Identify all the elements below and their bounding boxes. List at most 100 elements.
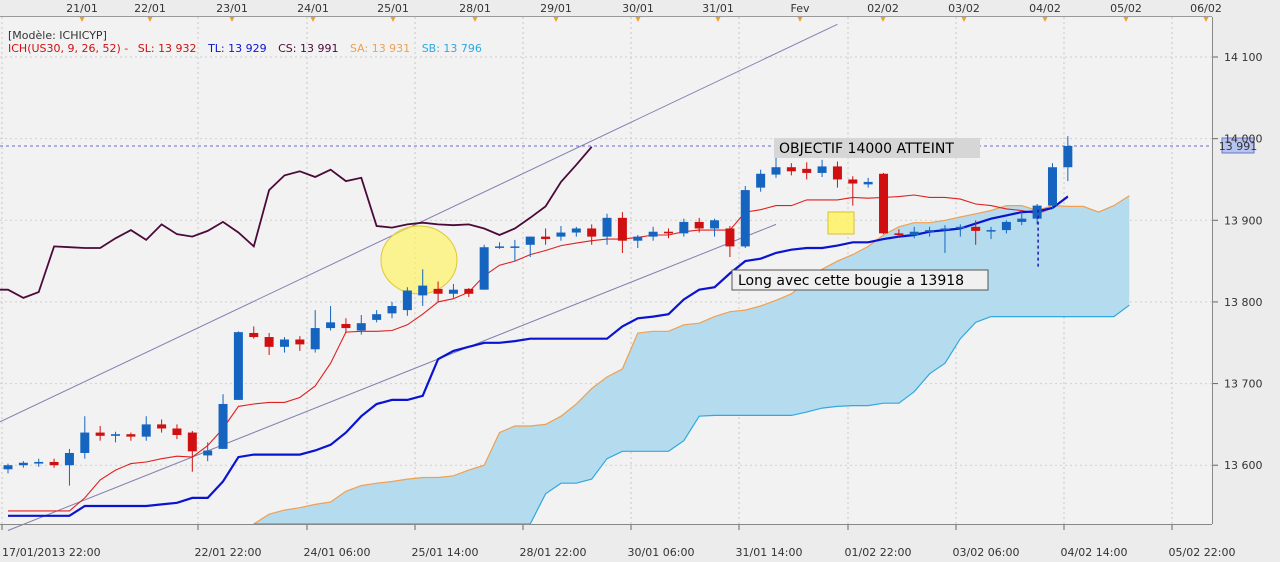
sb-label: SB: 13 796 xyxy=(422,42,482,55)
bottom-tick-label: 30/01 06:00 xyxy=(628,546,695,559)
top-tick-label: 28/01 xyxy=(459,2,491,15)
top-tick-label: 05/02 xyxy=(1110,2,1142,15)
candle-body xyxy=(1001,221,1011,231)
bottom-tick-label: 17/01/2013 22:00 xyxy=(2,546,101,559)
top-tick-label: 06/02 xyxy=(1190,2,1222,15)
channel-lower-line xyxy=(7,223,777,531)
candle-body xyxy=(925,230,935,232)
candle-body xyxy=(694,221,704,229)
y-tick-label: 13 600 xyxy=(1224,459,1263,472)
candle-body xyxy=(648,231,658,237)
candle-body xyxy=(448,289,458,294)
candle-body xyxy=(786,167,796,172)
candle-body xyxy=(832,166,842,180)
candle-body xyxy=(633,236,643,241)
top-tick-marker xyxy=(1203,16,1209,22)
candle-body xyxy=(464,288,474,294)
candle-body xyxy=(157,424,167,429)
candle-body xyxy=(18,462,28,466)
y-tick-label: 13 800 xyxy=(1224,296,1263,309)
sa-label: SA: 13 931 xyxy=(350,42,410,55)
candle-body xyxy=(971,226,981,231)
axes: 17/01/2013 22:00 22/01 22:00 24/01 06:00 25… xyxy=(0,2,1263,559)
top-tick-marker xyxy=(880,16,886,22)
chikou-line xyxy=(0,146,593,299)
candle-body xyxy=(679,221,689,234)
candle-body xyxy=(894,233,904,235)
target-label-box xyxy=(774,138,980,158)
current-price-line: 13 991 xyxy=(0,137,1258,154)
y-tick-label: 13 700 xyxy=(1224,378,1263,391)
highlights xyxy=(380,211,855,295)
bottom-tick-label: 04/02 14:00 xyxy=(1061,546,1128,559)
candle-body xyxy=(663,231,673,234)
candle-body xyxy=(387,306,397,314)
candle-body xyxy=(264,337,274,347)
candle-body xyxy=(126,434,136,437)
current-price-box xyxy=(1221,137,1255,154)
top-tick-marker xyxy=(1123,16,1129,22)
bottom-tick-label: 01/02 22:00 xyxy=(845,546,912,559)
candle-body xyxy=(955,226,965,229)
candle-body xyxy=(510,246,520,248)
candle-body xyxy=(356,323,366,331)
candle-body xyxy=(402,290,412,311)
tl-label: TL: 13 929 xyxy=(207,42,267,55)
top-tick-marker xyxy=(553,16,559,22)
top-tick-marker xyxy=(961,16,967,22)
candle-body xyxy=(587,228,597,237)
candle-body xyxy=(863,181,873,185)
candle-body xyxy=(556,232,566,237)
candle-body xyxy=(203,450,213,456)
candle-body xyxy=(418,285,428,296)
tenkan-line xyxy=(8,195,1069,517)
candle-body xyxy=(802,168,812,173)
top-tick-label: 25/01 xyxy=(377,2,409,15)
candle-body xyxy=(725,228,735,247)
candle-body xyxy=(187,432,197,452)
candle-body xyxy=(879,173,889,234)
senkou-a-line xyxy=(253,195,1130,525)
candle-body xyxy=(64,452,74,466)
current-price-label: 13 991 xyxy=(1219,140,1258,153)
top-tick-label: 04/02 xyxy=(1029,2,1061,15)
candle-body xyxy=(141,424,151,437)
candle-body xyxy=(817,166,827,173)
bottom-tick-label: 03/02 06:00 xyxy=(953,546,1020,559)
candle-body xyxy=(233,332,243,400)
candle-body xyxy=(80,432,90,453)
candle-body xyxy=(49,461,59,466)
cs-label: CS: 13 991 xyxy=(278,42,338,55)
candle-body xyxy=(111,434,121,436)
entry-label-box xyxy=(731,269,989,291)
candle-body xyxy=(34,461,44,464)
top-tick-label: 23/01 xyxy=(216,2,248,15)
y-tick-label: 14 000 xyxy=(1224,133,1263,146)
top-tick-marker xyxy=(472,16,478,22)
sl-label: SL: 13 932 xyxy=(138,42,197,55)
bottom-tick-label: 05/02 22:00 xyxy=(1169,546,1236,559)
candle-body xyxy=(372,314,382,320)
candle-body xyxy=(986,230,996,232)
candle-body xyxy=(940,228,950,231)
top-tick-marker xyxy=(715,16,721,22)
model-label: [Modèle: ICHICYP] xyxy=(8,29,107,42)
kijun-line xyxy=(8,194,1069,512)
top-tick-label: 31/01 xyxy=(702,2,734,15)
bottom-tick-label: 22/01 22:00 xyxy=(195,546,262,559)
top-tick-marker xyxy=(229,16,235,22)
indicator-label: ICH(US30, 9, 26, 52) - xyxy=(8,42,128,55)
candle-body xyxy=(848,179,858,184)
candle-body xyxy=(710,220,720,229)
top-tick-label: 24/01 xyxy=(297,2,329,15)
top-tick-label: 22/01 xyxy=(134,2,166,15)
candle-body xyxy=(326,322,336,329)
candle-body xyxy=(771,167,781,175)
target-label-text: OBJECTIF 14000 ATTEINT xyxy=(779,141,954,157)
candle-body xyxy=(617,217,627,241)
top-tick-marker xyxy=(1042,16,1048,22)
bottom-tick-label: 25/01 14:00 xyxy=(412,546,479,559)
top-tick-label: 30/01 xyxy=(622,2,654,15)
